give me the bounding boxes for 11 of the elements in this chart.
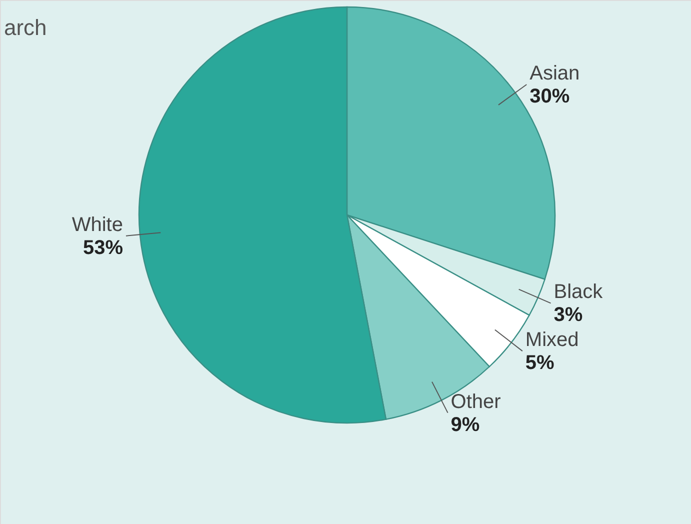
data-label: 53%	[82, 236, 124, 259]
data-label: 5%	[525, 352, 555, 374]
slice-label: Mixed	[525, 329, 579, 352]
data-label: 9%	[450, 414, 480, 436]
chart-title: arch	[4, 15, 47, 40]
slice-label: Black	[554, 281, 604, 304]
slice-label: Asian	[530, 62, 580, 85]
data-label: 30%	[530, 86, 570, 108]
slice-label: White	[72, 214, 123, 236]
slice-label: Other	[450, 390, 502, 413]
data-label: 3%	[554, 304, 583, 326]
